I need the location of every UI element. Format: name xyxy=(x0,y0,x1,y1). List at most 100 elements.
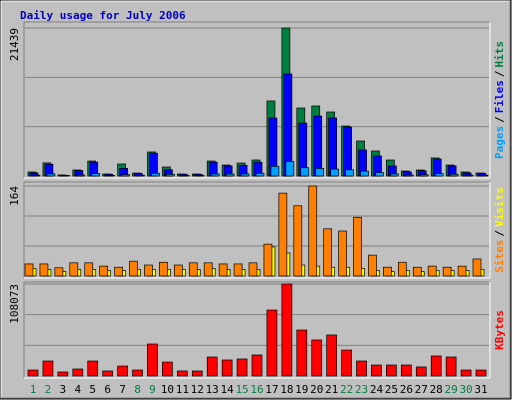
plot-area xyxy=(23,21,491,179)
bar xyxy=(283,73,293,177)
bar xyxy=(278,192,288,277)
bar xyxy=(415,366,427,377)
bar xyxy=(263,243,273,277)
bar xyxy=(162,361,173,377)
bar xyxy=(225,173,235,177)
bar xyxy=(472,258,482,277)
legend-entry: Sites xyxy=(493,240,506,273)
bar xyxy=(91,173,101,177)
x-tick-label: 10 xyxy=(161,383,174,396)
bar xyxy=(76,174,86,177)
bar xyxy=(39,263,49,277)
x-tick-label: 20 xyxy=(310,383,323,396)
legend-separator: / xyxy=(493,230,506,237)
x-tick-label: 13 xyxy=(206,383,219,396)
bar xyxy=(176,370,188,377)
bar xyxy=(270,165,280,177)
bar xyxy=(144,264,153,277)
bar xyxy=(300,167,310,177)
bar xyxy=(281,283,293,377)
legend-entry: Hits xyxy=(493,41,506,68)
bar xyxy=(102,370,114,377)
x-tick-label: 11 xyxy=(176,383,189,396)
bar xyxy=(360,170,369,177)
bar xyxy=(46,173,56,177)
bar xyxy=(326,334,338,377)
bar xyxy=(54,267,64,277)
bar xyxy=(72,368,84,377)
x-tick-label: 14 xyxy=(221,383,235,396)
bar xyxy=(240,173,250,177)
x-tick-label: 9 xyxy=(149,383,156,396)
bar xyxy=(293,205,303,277)
bar xyxy=(233,263,243,277)
bar xyxy=(475,369,487,377)
bar xyxy=(397,261,407,277)
bar xyxy=(442,266,452,277)
bar xyxy=(31,174,41,177)
plot-area xyxy=(23,181,491,279)
bar xyxy=(427,265,437,277)
legend-separator: / xyxy=(493,116,506,123)
bar xyxy=(412,266,422,277)
bar xyxy=(353,216,362,277)
x-tick-label: 19 xyxy=(295,383,308,396)
bar xyxy=(386,364,397,377)
bar xyxy=(84,262,94,277)
bar xyxy=(188,262,198,277)
x-tick-label: 24 xyxy=(370,383,384,396)
y-tick-label: 164 xyxy=(8,186,21,206)
bar xyxy=(296,329,308,377)
bar xyxy=(323,228,333,277)
bar xyxy=(149,152,158,177)
bar xyxy=(341,349,352,377)
y-tick-label: 108073 xyxy=(8,284,21,324)
bar xyxy=(368,254,377,277)
bar xyxy=(338,230,347,277)
y-tick-label: 21439 xyxy=(8,28,21,61)
bar xyxy=(57,371,69,377)
bar xyxy=(404,174,414,177)
bar xyxy=(464,174,474,177)
legend: Sites / Visits xyxy=(493,187,506,273)
x-tick-label: 1 xyxy=(30,383,37,396)
bar xyxy=(308,185,318,277)
bar xyxy=(255,172,265,177)
bar xyxy=(121,174,130,177)
bar xyxy=(266,309,278,377)
bar xyxy=(313,115,323,177)
bar xyxy=(390,173,399,177)
x-tick-label: 17 xyxy=(265,383,278,396)
bar xyxy=(356,360,367,377)
bar xyxy=(460,369,472,377)
x-tick-label: 15 xyxy=(235,383,248,396)
bar xyxy=(221,359,233,377)
bar xyxy=(151,172,160,177)
bar xyxy=(434,173,444,177)
bar xyxy=(251,354,263,377)
bar xyxy=(330,168,340,177)
bar xyxy=(430,355,442,377)
x-tick-label: 22 xyxy=(340,383,353,396)
legend-separator: / xyxy=(493,70,506,77)
bar xyxy=(27,369,39,377)
bar xyxy=(106,175,116,177)
bar xyxy=(236,358,248,377)
legend-entry: KBytes xyxy=(493,310,506,350)
legend-entry: Files xyxy=(493,80,506,113)
bar xyxy=(248,262,258,277)
x-tick-label: 26 xyxy=(400,383,413,396)
bar xyxy=(132,369,143,377)
bar xyxy=(311,339,323,377)
bar xyxy=(315,168,325,177)
bar xyxy=(210,173,220,177)
x-tick-label: 23 xyxy=(355,383,368,396)
bar xyxy=(375,172,384,177)
legend-entry: Pages xyxy=(493,126,506,159)
bar xyxy=(173,264,183,277)
x-tick-label: 5 xyxy=(89,383,96,396)
bar xyxy=(457,265,467,277)
x-tick-label: 25 xyxy=(385,383,398,396)
bar xyxy=(114,266,123,277)
